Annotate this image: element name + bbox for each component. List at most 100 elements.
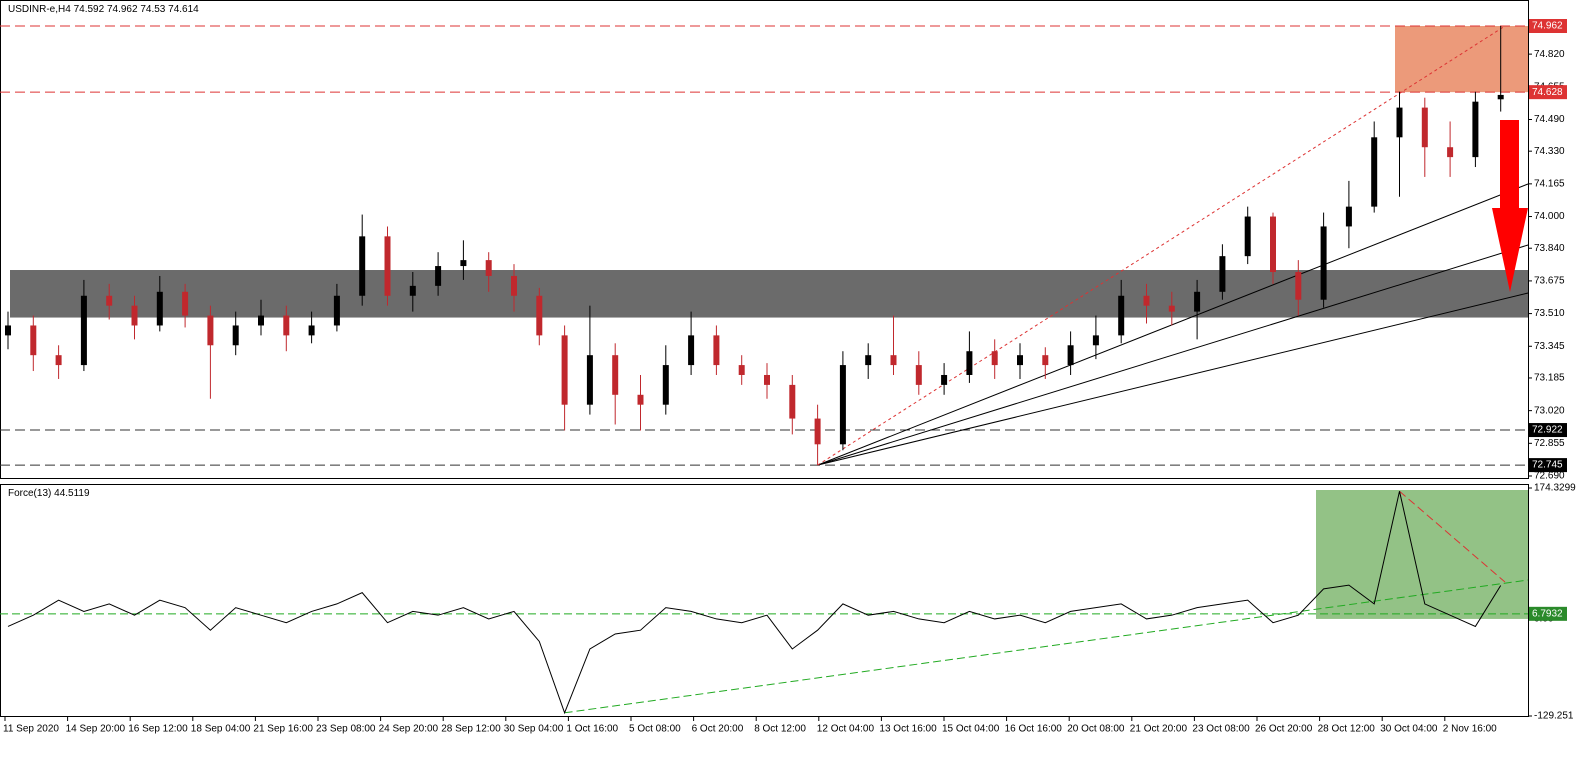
candle-body bbox=[1194, 291, 1201, 312]
candle-body bbox=[814, 418, 821, 445]
candle-body bbox=[30, 325, 37, 356]
candle-body bbox=[1421, 107, 1428, 148]
candle-body bbox=[308, 325, 315, 336]
candle-body bbox=[1143, 295, 1150, 306]
force-line bbox=[7, 491, 1502, 715]
x-tick-label: 6 Oct 20:00 bbox=[692, 724, 744, 735]
support-label: 72.922 bbox=[1532, 425, 1563, 436]
candle-body bbox=[890, 355, 897, 366]
candle-body bbox=[131, 305, 138, 326]
x-tick-label: 8 Oct 12:00 bbox=[754, 724, 806, 735]
x-tick-label: 26 Oct 20:00 bbox=[1255, 724, 1313, 735]
candle-body bbox=[839, 365, 846, 445]
candle-body bbox=[55, 355, 62, 366]
candle-body bbox=[662, 365, 669, 405]
candle-body bbox=[1244, 216, 1251, 257]
x-tick-label: 23 Oct 08:00 bbox=[1192, 724, 1250, 735]
x-tick-label: 16 Oct 16:00 bbox=[1005, 724, 1063, 735]
resistance-zone bbox=[1395, 26, 1528, 93]
y-tick-label: 74.490 bbox=[1534, 114, 1565, 125]
candle-body bbox=[1396, 107, 1403, 138]
x-tick-label: 5 Oct 08:00 bbox=[629, 724, 681, 735]
candle-body bbox=[738, 365, 745, 375]
candle-body bbox=[1270, 216, 1276, 272]
low: 74.53 bbox=[140, 4, 165, 15]
candle-body bbox=[1042, 355, 1049, 366]
candle-body bbox=[915, 365, 922, 385]
force-y-tick-label: -129.251 bbox=[1534, 711, 1574, 722]
force-level-label: 6.7932 bbox=[1532, 608, 1563, 619]
open: 74.592 bbox=[74, 4, 105, 15]
candle-body bbox=[1447, 147, 1454, 158]
force-last: 44.5119 bbox=[54, 488, 90, 499]
y-tick-label: 74.820 bbox=[1534, 49, 1565, 60]
support-resistance-zone bbox=[10, 270, 1528, 318]
price-frame bbox=[0, 0, 1529, 479]
candle-body bbox=[5, 325, 11, 336]
candle-body bbox=[612, 355, 619, 395]
y-tick-label: 73.840 bbox=[1534, 243, 1565, 254]
y-tick-label: 72.690 bbox=[1534, 471, 1565, 482]
y-tick-label: 74.000 bbox=[1534, 211, 1565, 222]
x-tick-label: 1 Oct 16:00 bbox=[566, 724, 618, 735]
y-tick-label: 74.330 bbox=[1534, 146, 1565, 157]
candle-body bbox=[1472, 101, 1479, 158]
force-trend bbox=[564, 579, 1529, 714]
force-header: Force(13) 44.5119 bbox=[8, 488, 90, 499]
x-tick-label: 21 Oct 20:00 bbox=[1130, 724, 1188, 735]
candle-body bbox=[333, 295, 340, 326]
candle-body bbox=[384, 236, 391, 296]
high: 74.962 bbox=[107, 4, 138, 15]
fan-line bbox=[817, 183, 1529, 466]
down-arrow bbox=[1492, 120, 1528, 292]
x-tick-label: 30 Oct 04:00 bbox=[1380, 724, 1438, 735]
price-axis-bg bbox=[1529, 0, 1596, 479]
price-header: USDINR-e,H4 74.592 74.962 74.53 74.614 bbox=[8, 4, 199, 15]
close: 74.614 bbox=[168, 4, 199, 15]
candle-body bbox=[865, 355, 872, 366]
candle-body bbox=[1371, 137, 1378, 207]
force-level-box bbox=[1529, 606, 1567, 621]
force-y-tick-label: 174.3299 bbox=[1534, 483, 1576, 494]
candle-body bbox=[688, 335, 695, 366]
candle-body bbox=[409, 285, 416, 296]
fan-line bbox=[817, 292, 1529, 466]
candle-body bbox=[283, 315, 290, 336]
candle-body bbox=[1067, 345, 1074, 366]
candle-body bbox=[435, 266, 442, 286]
x-tick-label: 16 Sep 12:00 bbox=[128, 724, 188, 735]
candle-body bbox=[1345, 206, 1352, 227]
candle-body bbox=[511, 275, 517, 296]
trend-dotted bbox=[817, 25, 1506, 466]
resistance-box bbox=[1529, 19, 1567, 33]
candle-body bbox=[586, 355, 593, 405]
candle-body bbox=[637, 394, 644, 405]
support-label: 72.745 bbox=[1532, 460, 1563, 471]
candle-body bbox=[991, 351, 998, 366]
candle-body bbox=[258, 315, 264, 326]
candle-body bbox=[1497, 94, 1504, 100]
y-tick-label: 74.165 bbox=[1534, 178, 1565, 189]
x-tick-label: 18 Sep 04:00 bbox=[191, 724, 251, 735]
candle-body bbox=[1295, 271, 1302, 300]
candle-body bbox=[156, 291, 163, 326]
y-tick-label: 73.020 bbox=[1534, 405, 1565, 416]
candle-body bbox=[1320, 226, 1327, 300]
candle-body bbox=[1017, 355, 1023, 366]
symbol: USDINR-e,H4 bbox=[8, 4, 71, 15]
resistance-label: 74.962 bbox=[1532, 21, 1563, 32]
x-tick-label: 14 Sep 20:00 bbox=[66, 724, 126, 735]
candle-body bbox=[966, 351, 973, 375]
candle-body bbox=[485, 260, 492, 276]
support-box bbox=[1529, 423, 1567, 438]
y-tick-label: 73.345 bbox=[1534, 341, 1565, 352]
resistance-box bbox=[1529, 85, 1567, 100]
x-tick-label: 30 Sep 04:00 bbox=[504, 724, 564, 735]
force-title: Force(13) bbox=[8, 488, 51, 499]
candle-body bbox=[106, 295, 113, 306]
x-tick-label: 20 Oct 08:00 bbox=[1067, 724, 1125, 735]
x-tick-label: 21 Sep 16:00 bbox=[253, 724, 313, 735]
candle-body bbox=[207, 315, 214, 346]
